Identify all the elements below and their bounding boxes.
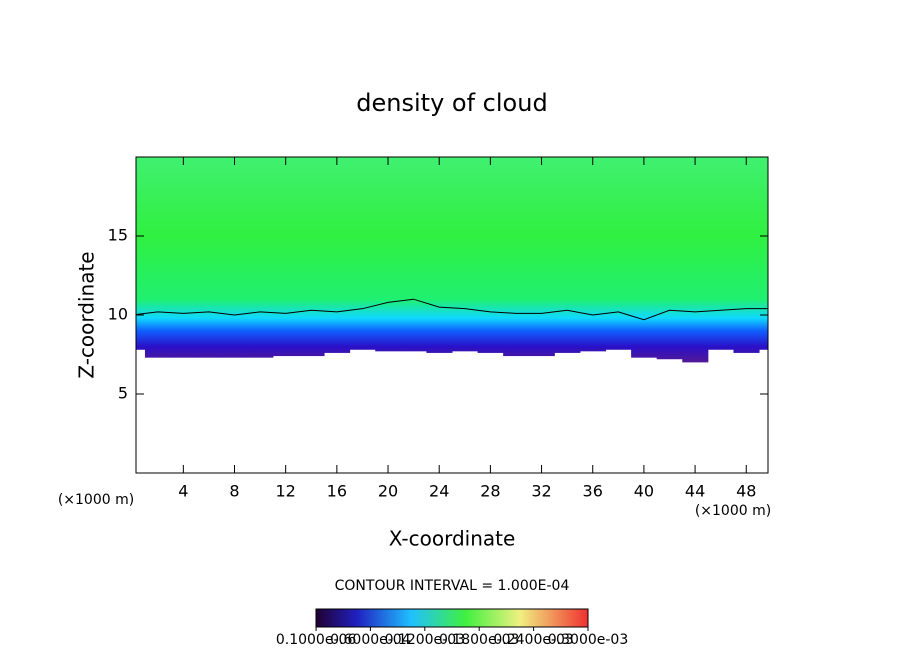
cloud-column: [605, 157, 632, 350]
cloud-column: [554, 157, 581, 353]
cloud-column: [452, 157, 479, 352]
cloud-column: [656, 157, 683, 360]
x-tick-label: 28: [480, 482, 500, 501]
x-axis-label: X-coordinate: [389, 527, 516, 551]
cloud-column: [426, 157, 453, 353]
x-tick-label: 40: [634, 482, 654, 501]
x-tick-label: 8: [229, 482, 239, 501]
colorbar: [315, 608, 589, 628]
colorbar-label: 0.3000e-03: [548, 632, 628, 648]
cloud-column: [324, 157, 351, 353]
x-unit: (×1000 m): [695, 503, 771, 519]
cloud-column: [136, 157, 146, 350]
colorbar-label: 0.1000e-06: [276, 632, 357, 648]
x-tick-label: 32: [531, 482, 551, 501]
colorbar-label: 0.6000e-04: [330, 632, 411, 648]
cloud-column: [144, 157, 172, 358]
cloud-column: [682, 157, 709, 363]
contour-interval: CONTOUR INTERVAL = 1.000E-04: [335, 578, 570, 594]
cloud-column: [298, 157, 325, 357]
x-tick-label: 48: [736, 482, 756, 501]
cloud-column: [733, 157, 760, 353]
x-tick-label: 16: [327, 482, 347, 501]
x-tick-label: 4: [178, 482, 188, 501]
cloud-column: [375, 157, 402, 352]
cloud-column: [196, 157, 223, 358]
colorbar-label: 0.2400e-03: [493, 632, 573, 648]
x-tick-label: 24: [429, 482, 449, 501]
chart-title: density of cloud: [356, 89, 547, 117]
contour-line: [136, 298, 768, 321]
x-tick-label: 44: [685, 482, 705, 501]
y-tick-label: 5: [118, 384, 128, 403]
y-tick-label: 10: [108, 305, 128, 324]
cloud-column: [349, 157, 376, 350]
cloud-column: [272, 157, 299, 357]
cloud-column: [477, 157, 504, 353]
cloud-column: [579, 157, 607, 352]
y-axis-label: Z-coordinate: [75, 251, 99, 378]
cloud-column: [247, 157, 274, 358]
cloud-column: [503, 157, 530, 357]
plot-area: [136, 157, 768, 363]
x-tick-label: 36: [583, 482, 603, 501]
colorbar-label: 0.1200e-03: [385, 632, 465, 648]
x-tick-label: 12: [276, 482, 296, 501]
cloud-column: [759, 157, 768, 350]
cloud-column: [221, 157, 248, 358]
x-tick-label: 20: [378, 482, 398, 501]
cloud-column: [707, 157, 734, 350]
y-unit: (×1000 m): [58, 492, 134, 508]
colorbar-label: 0.1800e-03: [439, 632, 519, 648]
cloud-column: [170, 157, 197, 358]
y-tick-label: 15: [108, 226, 128, 245]
cloud-column: [400, 157, 427, 352]
cloud-column: [631, 157, 658, 358]
cloud-column: [528, 157, 555, 357]
